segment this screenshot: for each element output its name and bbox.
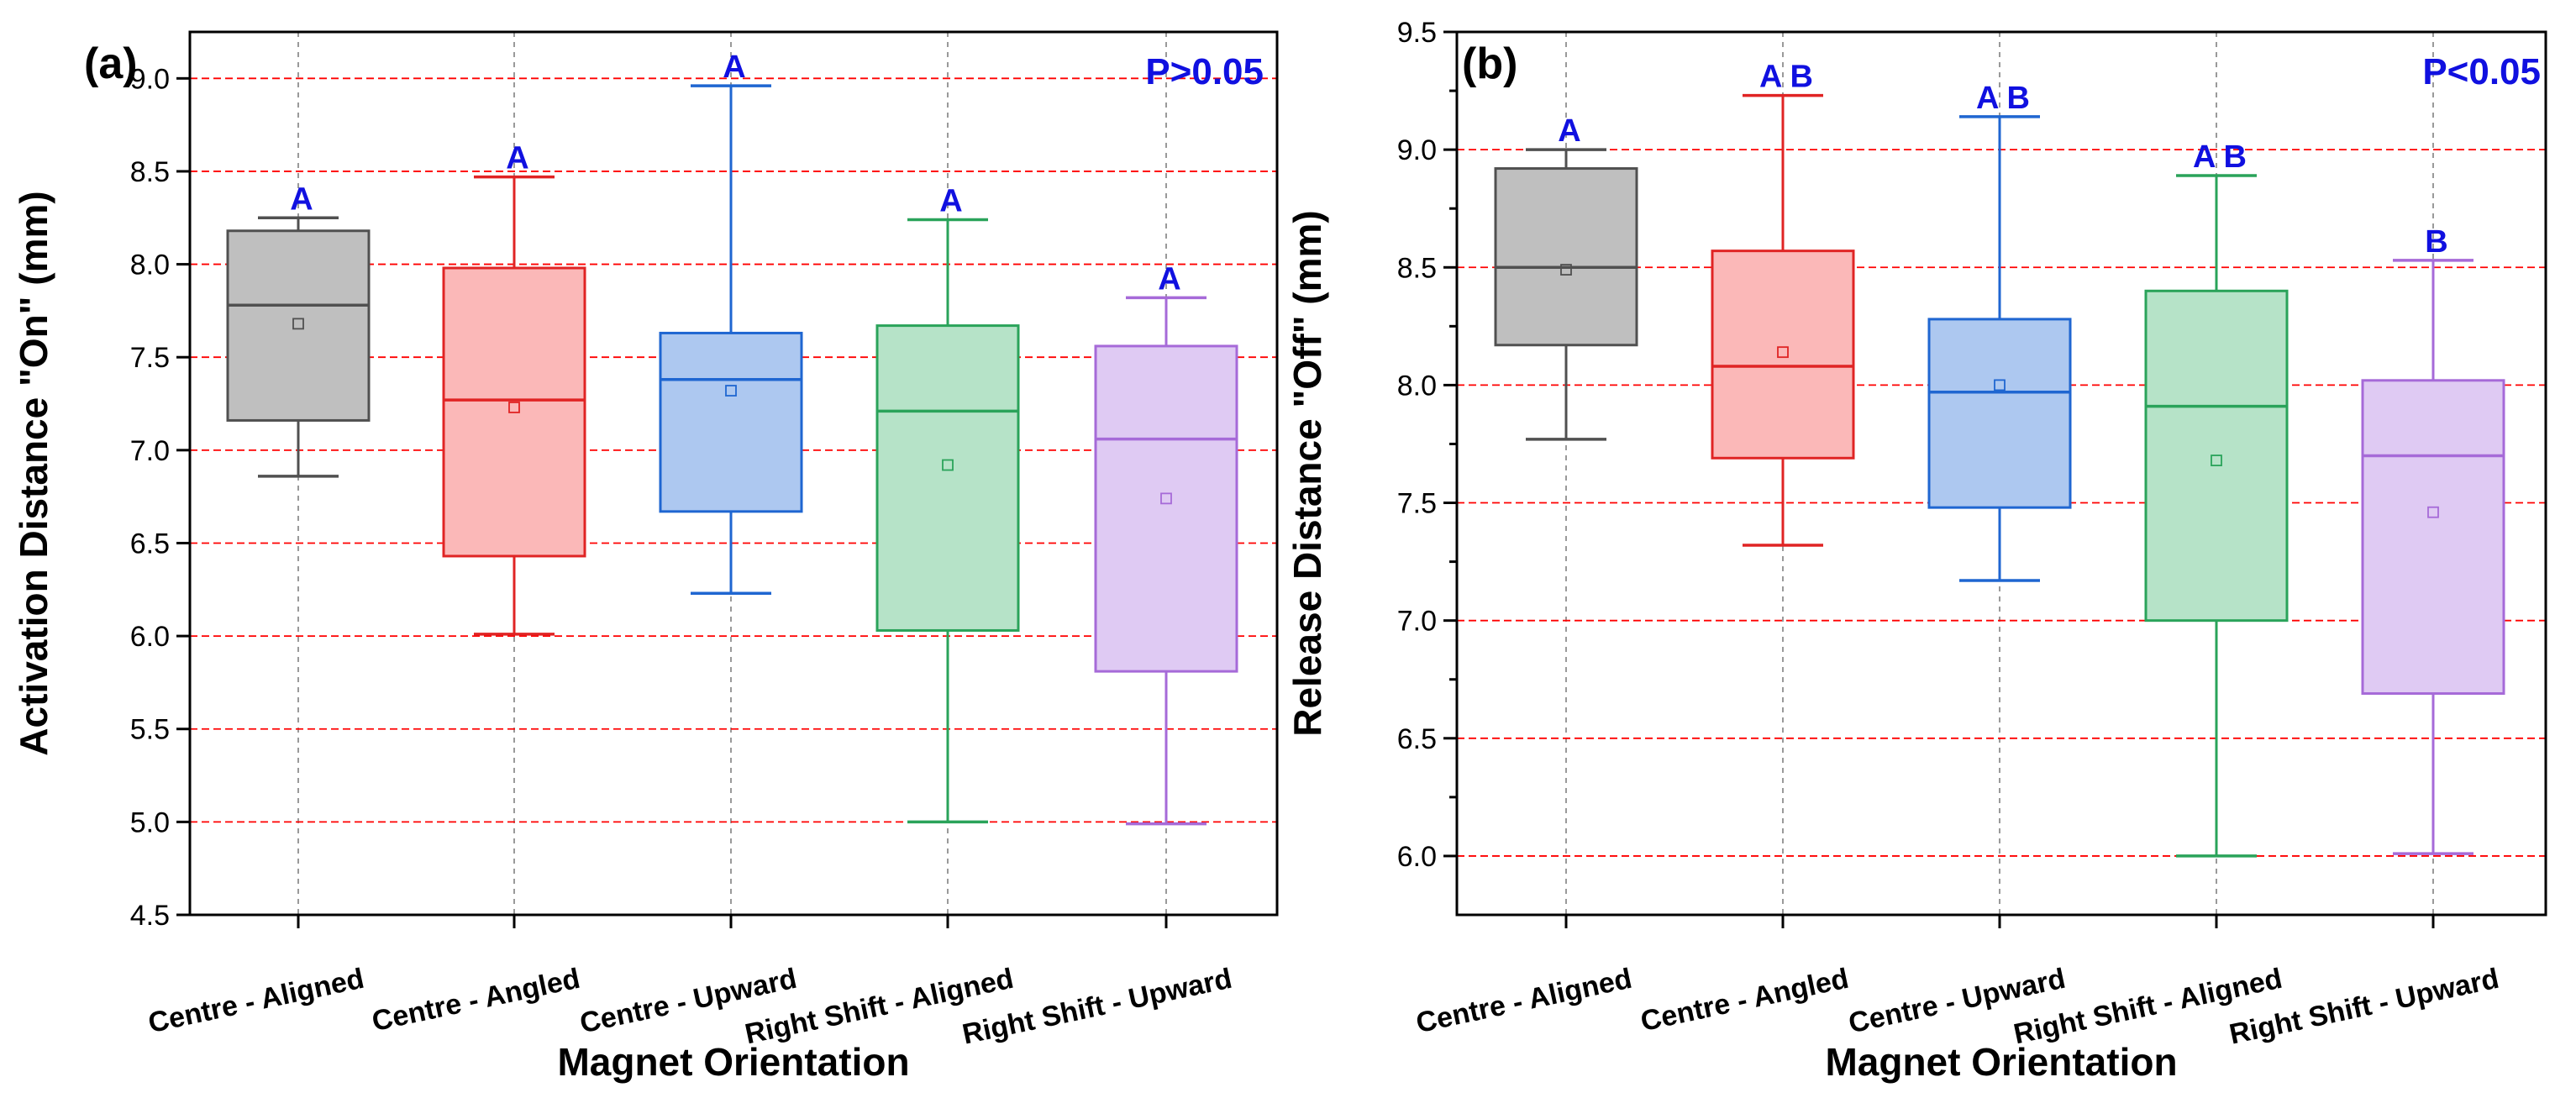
box-2: A — [442, 141, 586, 636]
y-axis-title: Release Distance "Off" (mm) — [1285, 210, 1329, 736]
y-tick-label: 7.5 — [1397, 488, 1437, 520]
chart-panel-b: A A B A B A B B 6.0 6.5 7.0 7.5 8.0 8.5 9.0 9.5 Centr… — [1285, 17, 2547, 1084]
y-tick-label: 8.5 — [130, 156, 170, 188]
significance-letter: A B — [2193, 139, 2247, 175]
y-tick-label: 6.0 — [1397, 841, 1437, 873]
mean-marker — [2211, 454, 2222, 466]
box-1: A — [1494, 113, 1638, 441]
significance-letter: A — [290, 181, 313, 217]
iqr-box — [226, 229, 371, 422]
box-3: A B — [1927, 81, 2072, 582]
iqr-box — [1494, 167, 1638, 347]
panel-label: (a) — [84, 39, 138, 88]
significance-letter: B — [2425, 224, 2447, 260]
p-value-annotation: P<0.05 — [2422, 51, 2541, 92]
significance-letter: A — [939, 183, 962, 218]
y-tick-label: 9.5 — [1397, 17, 1437, 49]
mean-marker — [508, 402, 520, 413]
x-axis-title: Magnet Orientation — [557, 1040, 909, 1084]
y-tick-label: 6.5 — [130, 528, 170, 560]
x-tick-label: Centre - Angled — [1638, 963, 1851, 1038]
mean-marker — [1560, 264, 1572, 276]
y-tick-label: 9.0 — [1397, 134, 1437, 166]
panel-label: (b) — [1462, 39, 1517, 88]
box-3: A — [659, 50, 803, 595]
p-value-annotation: P>0.05 — [1145, 51, 1264, 92]
significance-letter: A — [506, 141, 528, 176]
mean-marker — [292, 318, 304, 330]
iqr-box — [1711, 250, 1855, 460]
significance-letter: A B — [1759, 60, 1813, 95]
x-tick-label: Centre - Aligned — [145, 963, 367, 1039]
y-tick-label: 5.0 — [130, 806, 170, 838]
mean-marker — [942, 459, 954, 471]
y-tick-label: 9.0 — [130, 63, 170, 95]
box-4: A B — [2144, 139, 2289, 858]
x-tick-label: Centre - Aligned — [1413, 963, 1635, 1039]
iqr-box — [1927, 318, 2072, 509]
y-tick-label: 7.5 — [130, 342, 170, 374]
y-tick-label: 4.5 — [130, 900, 170, 932]
box-5: B — [2361, 224, 2505, 855]
iqr-box — [1094, 344, 1238, 673]
y-tick-label: 6.5 — [1397, 723, 1437, 755]
y-tick-label: 7.0 — [130, 435, 170, 467]
x-tick-label: Centre - Angled — [369, 963, 582, 1038]
y-tick-label: 7.0 — [1397, 606, 1437, 638]
iqr-box — [2361, 379, 2505, 696]
y-axis-title: Activation Distance "On" (mm) — [12, 191, 55, 755]
significance-letter: A — [1158, 261, 1180, 297]
y-tick-label: 8.0 — [130, 250, 170, 281]
box-1: A — [226, 181, 371, 478]
y-tick-label: 6.0 — [130, 621, 170, 653]
box-5: A — [1094, 261, 1238, 826]
mean-marker — [725, 385, 737, 397]
y-tick-label: 5.5 — [130, 714, 170, 746]
plot-frame — [1455, 30, 2547, 917]
significance-letter: A — [723, 50, 745, 85]
y-tick-label: 8.0 — [1397, 370, 1437, 402]
mean-marker — [2427, 506, 2439, 518]
plot-frame — [188, 30, 1279, 917]
significance-letter: A — [1558, 113, 1580, 149]
chart-panel-a: A A A A A 4.5 5.0 5.5 6.0 6.5 7.0 7.5 8.0 8.5 9.0 Centr… — [12, 30, 1279, 1084]
x-axis-title: Magnet Orientation — [1825, 1040, 2177, 1084]
box-2: A B — [1711, 60, 1855, 547]
significance-letter: A B — [1976, 81, 2030, 116]
iqr-box — [875, 324, 1020, 632]
mean-marker — [1994, 379, 2006, 391]
box-4: A — [875, 183, 1020, 824]
iqr-box — [659, 331, 803, 513]
y-tick-label: 8.5 — [1397, 252, 1437, 284]
mean-marker — [1777, 346, 1789, 359]
mean-marker — [1160, 492, 1172, 505]
